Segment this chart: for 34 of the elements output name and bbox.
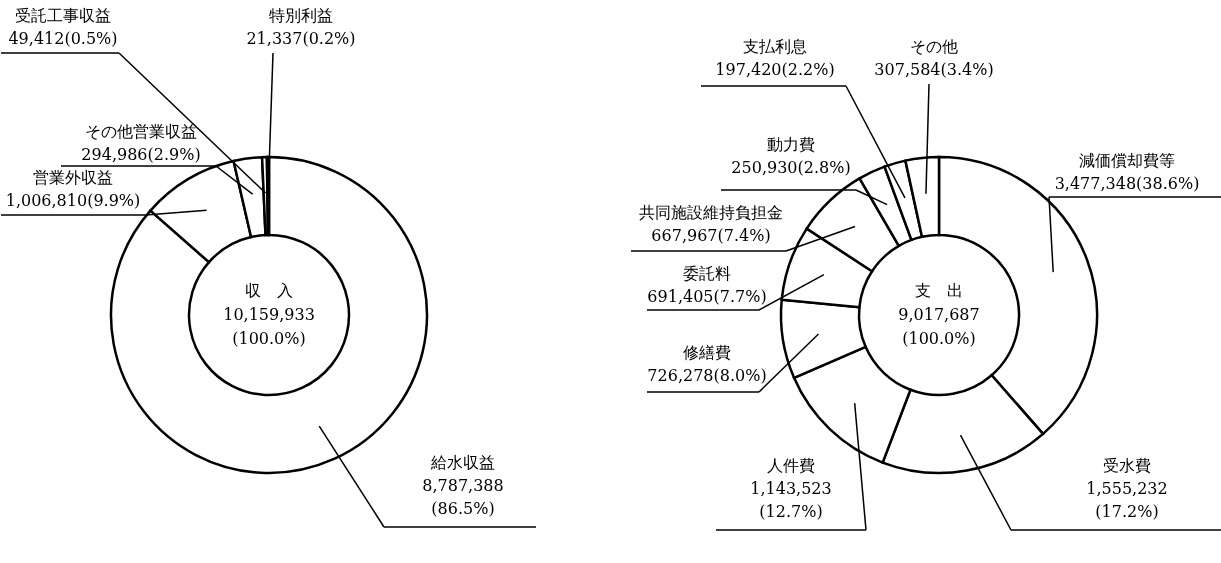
data-label: 1,143,523(12.7%) (750, 479, 832, 521)
slice-label: 支払利息 (743, 37, 807, 56)
slice-label: 給水収益 (430, 453, 495, 472)
slice-label: 営業外収益 (33, 168, 113, 187)
data-label: 3,477,348(38.6%) (1054, 174, 1200, 193)
text: (100.0%) (902, 329, 976, 348)
data-label: 21,337(0.2%) (246, 29, 356, 48)
data-label: 726,278(8.0%) (647, 366, 767, 385)
slice-label: 修繕費 (683, 343, 731, 362)
text: 収 入 (245, 281, 293, 300)
data-label: 294,986(2.9%) (81, 145, 201, 164)
slice-label: 動力費 (767, 135, 815, 154)
data-label: 1,006,810(9.9%) (5, 191, 141, 210)
data-label: 691,405(7.7%) (647, 287, 767, 306)
slice-label: 共同施設維持負担金 (639, 203, 783, 222)
data-label: 667,967(7.4%) (651, 226, 771, 245)
data-label: 307,584(3.4%) (874, 60, 994, 79)
slice-label: その他営業収益 (85, 122, 197, 141)
slice-label: 人件費 (767, 456, 815, 475)
text: 支 出 (915, 281, 963, 300)
slice-label: 特別利益 (269, 6, 333, 25)
slice-label: 受託工事収益 (15, 6, 111, 25)
data-label: 197,420(2.2%) (715, 60, 835, 79)
slice-label: 委託料 (683, 264, 731, 283)
data-label: 8,787,388(86.5%) (422, 476, 504, 518)
data-label: 250,930(2.8%) (731, 158, 851, 177)
text: (100.0%) (232, 329, 306, 348)
slice-label: 減価償却費等 (1079, 151, 1175, 170)
slice-label: 受水費 (1103, 456, 1151, 475)
data-label: 1,555,232(17.2%) (1086, 479, 1168, 521)
data-label: 49,412(0.5%) (8, 29, 118, 48)
slice-label: その他 (910, 37, 958, 56)
text: 10,159,933 (223, 305, 315, 324)
text: 9,017,687 (898, 305, 980, 324)
